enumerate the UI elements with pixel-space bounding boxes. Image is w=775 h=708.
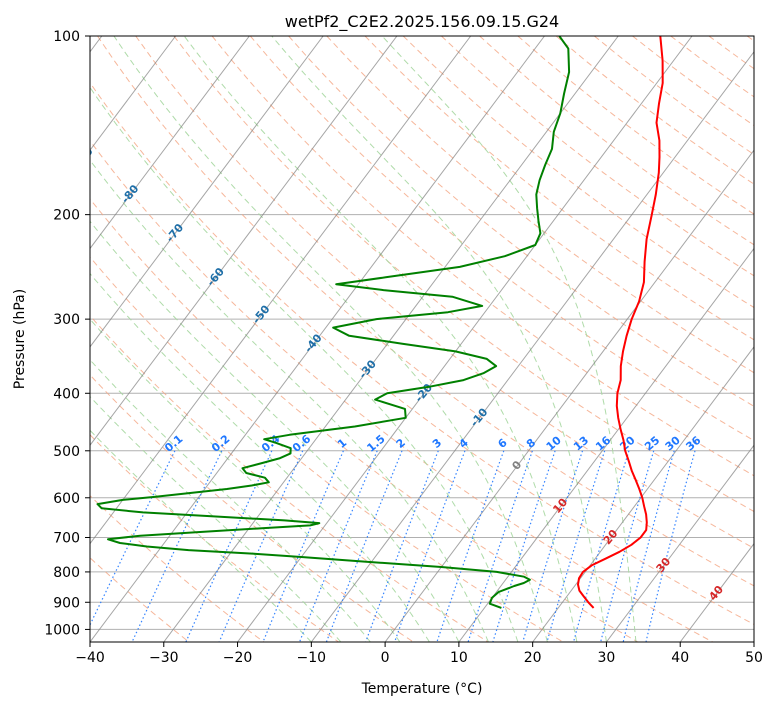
- y-tick-label: 100: [53, 29, 80, 45]
- x-tick-label: −30: [149, 650, 179, 666]
- isotherm-line: [90, 36, 545, 642]
- mixing-ratio-line: [546, 450, 606, 642]
- temperature-profile-line: [577, 36, 664, 609]
- moist-adiabat-line: [90, 359, 371, 642]
- moist-adiabat-line: [381, 36, 637, 642]
- dry-adiabat-line: [326, 36, 754, 374]
- moist-adiabat-line: [271, 36, 607, 642]
- mixing-ratio-line: [645, 450, 696, 642]
- moist-adiabat-line: [90, 429, 312, 642]
- x-tick-label: 10: [450, 650, 468, 666]
- isotherm-line: [90, 36, 324, 348]
- y-tick-label: 400: [53, 386, 80, 402]
- dry-adiabat-line: [90, 434, 339, 642]
- isotherm-line: [90, 36, 472, 545]
- dry-adiabat-line: [90, 557, 190, 642]
- isotherm-line: [90, 36, 250, 250]
- moist-adiabat-line: [183, 36, 578, 642]
- x-tick-label: 0: [381, 650, 390, 666]
- moist-adiabat-line: [90, 272, 430, 642]
- dry-adiabat-line: [97, 36, 754, 587]
- mixing-ratio-line: [467, 450, 533, 642]
- dry-adiabat-line: [90, 314, 489, 642]
- moist-adiabat-line: [90, 220, 460, 642]
- x-tick-label: −20: [223, 650, 253, 666]
- isotherm-line: [606, 444, 754, 642]
- x-axis-title: Temperature (°C): [361, 681, 483, 697]
- dry-adiabat-line: [90, 198, 639, 642]
- isotherm-line: [90, 36, 398, 447]
- moist-adiabat-line: [90, 318, 401, 642]
- y-axis: 100 200 300 400 500 600 700 800 900 1000: [44, 29, 90, 638]
- isotherm-line: [163, 36, 619, 642]
- mixing-ratio-line: [131, 450, 223, 642]
- dry-adiabat-line: [173, 36, 754, 513]
- dry-adiabat-line: [402, 36, 754, 309]
- isotherm-line: [384, 149, 754, 642]
- mixing-ratio-line: [572, 450, 630, 642]
- mixing-ratio-line: [394, 450, 466, 642]
- chart-title: wetPf2_C2E2.2025.156.09.15.G24: [285, 12, 559, 32]
- isotherm-line: [458, 247, 754, 642]
- x-tick-label: 30: [598, 650, 616, 666]
- y-tick-label: 200: [53, 208, 80, 224]
- dry-adiabat-line: [90, 374, 414, 642]
- y-tick-label: 300: [53, 312, 80, 328]
- dewpoint-profile-line: [96, 36, 571, 609]
- x-tick-label: 20: [524, 650, 542, 666]
- profile-lines: [96, 36, 664, 609]
- dry-adiabat-line: [90, 256, 564, 642]
- y-tick-label: 800: [53, 565, 80, 581]
- dry-adiabat-line: [364, 36, 754, 341]
- x-tick-label: 50: [745, 650, 763, 666]
- mixing-ratio-line: [185, 450, 273, 642]
- y-tick-label: 900: [53, 595, 80, 611]
- mixing-ratio-line: [90, 450, 176, 627]
- y-tick-label: 700: [53, 531, 80, 547]
- mixing-ratio-line: [325, 450, 403, 642]
- moist-adiabat-line: [90, 395, 342, 642]
- mixing-ratio-line: [492, 450, 556, 642]
- dry-adiabat-line: [90, 495, 265, 642]
- moist-adiabat-line: [90, 86, 519, 642]
- mixing-ratio-line: [622, 450, 675, 642]
- x-tick-label: 40: [671, 650, 689, 666]
- plot-frame: [89, 35, 755, 643]
- isotherm-line: [237, 36, 693, 642]
- isotherm-line: [310, 50, 754, 642]
- x-axis: −40 −30 −20 −10 0 10 20 30 40 50: [75, 642, 763, 666]
- mixing-ratio-line: [299, 450, 378, 642]
- x-tick-label: −10: [297, 650, 327, 666]
- dry-adiabat-line: [90, 81, 754, 625]
- x-tick-label: −40: [75, 650, 105, 666]
- isotherm-label: -90: [73, 145, 96, 169]
- y-tick-label: 500: [53, 444, 80, 460]
- isotherm-line: [90, 36, 177, 151]
- moist-adiabat-line: [90, 159, 489, 642]
- isotherm-line: [532, 346, 754, 642]
- y-axis-title: Pressure (hPa): [12, 289, 28, 389]
- y-tick-label: 1000: [44, 622, 80, 638]
- dry-adiabat-line: [90, 140, 713, 642]
- y-tick-label: 600: [53, 491, 80, 507]
